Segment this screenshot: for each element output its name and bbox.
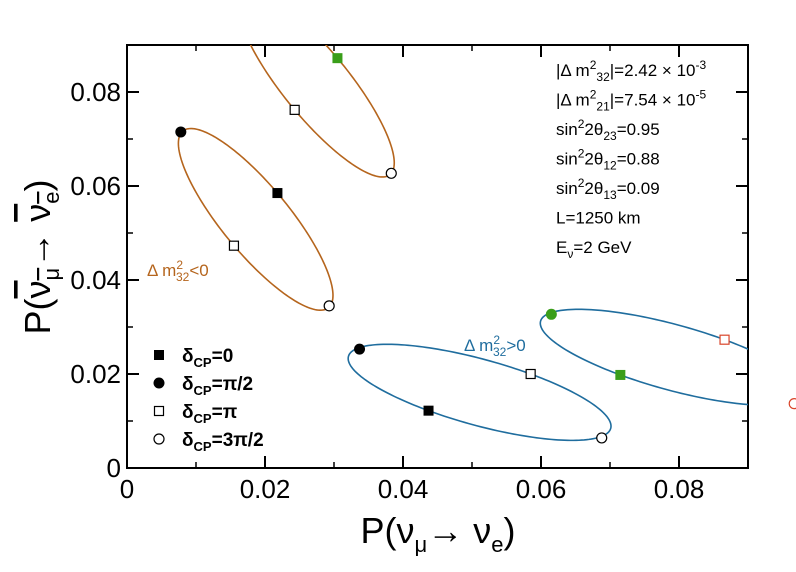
marker-inverted-upper-filled-square <box>332 53 343 64</box>
legend-entry: δCP=π <box>182 402 238 426</box>
ellipse-inverted-upper <box>249 45 396 178</box>
parameter-annotations: |Δ m232|=2.42 × 10-3 |Δ m221|=7.54 × 10-5… <box>556 58 706 261</box>
marker-inverted-lower-open-square <box>228 240 240 251</box>
svg-text:P(νμ→ νe): P(νμ→ νe) <box>17 180 64 335</box>
legend-marker-filled-square <box>154 350 164 360</box>
marker-normal-left-open-circle <box>596 432 608 444</box>
annotation-baseline: L=1250 km <box>556 209 641 228</box>
marker-normal-right-filled-circle <box>545 308 557 320</box>
legend-marker-open-circle <box>153 433 165 445</box>
annotation-dm32: |Δ m232|=2.42 × 10-3 <box>556 58 706 84</box>
marker-inverted-lower-filled-circle <box>175 126 187 138</box>
x-tick-label: 0.02 <box>240 474 291 504</box>
marker-normal-right-open-square <box>719 334 730 345</box>
marker-inverted-upper-open-square <box>289 104 300 115</box>
ellipse-normal-right <box>539 308 748 406</box>
annotation-energy: Eν=2 GeV <box>556 238 632 261</box>
annotation-dm21: |Δ m221|=7.54 × 10-5 <box>556 88 706 114</box>
marker-normal-left-filled-circle <box>354 343 366 355</box>
legend-entry: δCP=3π/2 <box>182 430 264 454</box>
marker-normal-left-filled-square <box>423 405 434 416</box>
x-tick-label: 0.06 <box>516 474 567 504</box>
annotation-s13: sin22θ13=0.09 <box>556 176 660 202</box>
marker-normal-right-filled-square <box>615 369 626 380</box>
axis-ticks: 0 0.02 0.04 0.06 0.08 0 0.02 0.04 0.06 0.08 <box>70 45 748 504</box>
ellipse-normal-left <box>347 343 612 442</box>
plot-frame <box>126 44 749 469</box>
marker-inverted-upper-open-circle <box>385 167 397 179</box>
annotation-s23: sin22θ23=0.95 <box>556 117 660 143</box>
ellipse-inverted-lower <box>177 127 334 312</box>
legend-entry: δCP=π/2 <box>182 374 253 398</box>
y-tick-label: 0.08 <box>70 77 121 107</box>
y-tick-label: 0.04 <box>70 265 121 295</box>
legend-marker-filled-circle <box>153 377 165 389</box>
y-tick-label: 0.06 <box>70 171 121 201</box>
marker-normal-left-open-square <box>525 368 536 380</box>
legend: δCP=0 δCP=π/2 δCP=π δCP=3π/2 <box>153 346 264 454</box>
inverted-hierarchy-label: Δ m2 32<0 <box>147 258 209 284</box>
x-axis-title: P(νμ→ νe) <box>361 510 516 557</box>
y-tick-label: 0.02 <box>70 359 121 389</box>
x-tick-label: 0 <box>120 474 134 504</box>
marker-inverted-lower-open-circle <box>323 300 335 312</box>
normal-hierarchy-label: Δ m2 32>0 <box>464 333 526 359</box>
x-tick-label: 0.04 <box>378 474 429 504</box>
annotation-s12: sin22θ12=0.88 <box>556 147 660 173</box>
marker-inverted-lower-filled-square <box>272 188 283 199</box>
y-tick-label: 0 <box>107 453 121 483</box>
y-axis-title: P(νμ→ νe) <box>17 180 64 335</box>
x-tick-label: 0.08 <box>654 474 705 504</box>
legend-marker-open-square <box>153 405 165 417</box>
marker-normal-right-open-circle <box>788 398 796 410</box>
ellipse-markers <box>175 53 796 444</box>
legend-entry: δCP=0 <box>182 346 233 370</box>
